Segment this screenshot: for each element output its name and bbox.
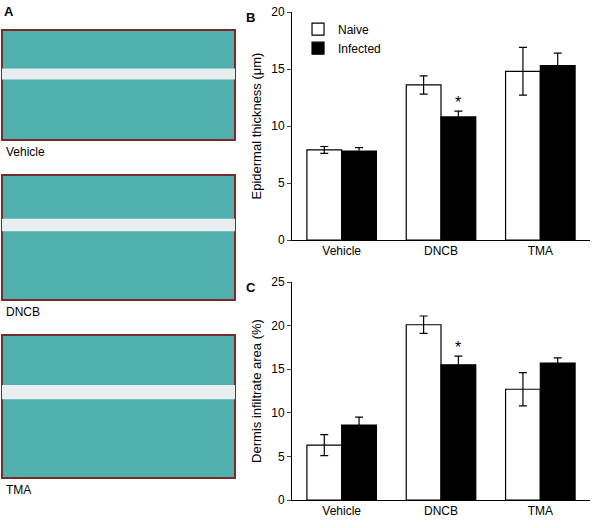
svg-text:20: 20	[271, 319, 285, 333]
svg-text:Epidermal thickness (μm): Epidermal thickness (μm)	[249, 53, 264, 200]
svg-text:A: A	[4, 4, 14, 19]
svg-text:10: 10	[271, 406, 285, 420]
svg-text:*: *	[455, 94, 461, 111]
svg-text:DNCB: DNCB	[424, 244, 458, 258]
svg-text:0: 0	[278, 493, 285, 507]
svg-text:15: 15	[271, 362, 285, 376]
svg-text:Dermis infiltrate area (%): Dermis infiltrate area (%)	[249, 319, 264, 463]
svg-text:20: 20	[271, 5, 285, 19]
svg-text:TMA: TMA	[528, 244, 553, 258]
svg-text:0: 0	[278, 233, 285, 247]
svg-text:Vehicle: Vehicle	[322, 504, 361, 518]
svg-text:Vehicle: Vehicle	[6, 145, 45, 159]
svg-text:TMA: TMA	[528, 504, 553, 518]
svg-text:25: 25	[271, 275, 285, 289]
svg-text:DNCB: DNCB	[424, 504, 458, 518]
svg-text:5: 5	[278, 176, 285, 190]
svg-text:Infected: Infected	[338, 42, 381, 56]
svg-text:TMA: TMA	[6, 483, 31, 497]
svg-text:15: 15	[271, 62, 285, 76]
svg-text:Naive: Naive	[338, 23, 369, 37]
svg-text:*: *	[455, 339, 461, 356]
svg-text:DNCB: DNCB	[6, 305, 40, 319]
svg-text:C: C	[246, 280, 256, 295]
svg-text:5: 5	[278, 450, 285, 464]
svg-text:10: 10	[271, 119, 285, 133]
svg-text:B: B	[246, 10, 255, 25]
svg-text:Vehicle: Vehicle	[322, 244, 361, 258]
